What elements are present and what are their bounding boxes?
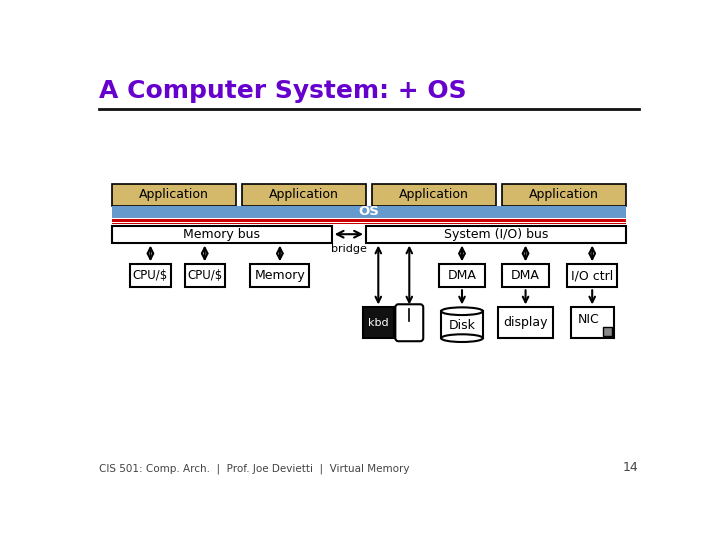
Text: CIS 501: Comp. Arch.  |  Prof. Joe Devietti  |  Virtual Memory: CIS 501: Comp. Arch. | Prof. Joe Deviett… [99, 464, 410, 475]
Bar [438, 264, 485, 287]
Bar [503, 264, 549, 287]
Text: Disk: Disk [449, 319, 475, 332]
Text: Application: Application [529, 188, 599, 201]
Text: kbd: kbd [368, 318, 389, 328]
Text: A Computer System: + OS: A Computer System: + OS [99, 79, 467, 103]
Bar [251, 264, 310, 287]
Bar [242, 184, 366, 206]
Text: DMA: DMA [511, 269, 540, 282]
Text: DMA: DMA [448, 269, 477, 282]
Text: Application: Application [269, 188, 339, 201]
Bar [112, 206, 626, 218]
Bar [372, 184, 496, 206]
Text: bridge: bridge [331, 244, 366, 254]
Bar [112, 222, 626, 224]
Bar [403, 320, 415, 336]
Bar [503, 184, 626, 206]
Bar [567, 264, 617, 287]
Text: I/O ctrl: I/O ctrl [571, 269, 613, 282]
Text: Application: Application [139, 188, 209, 201]
FancyBboxPatch shape [395, 304, 423, 341]
Bar [498, 307, 554, 338]
Text: Memory: Memory [254, 269, 305, 282]
Bar [184, 264, 225, 287]
Bar [112, 226, 332, 242]
Bar [366, 226, 626, 242]
Bar [441, 311, 483, 338]
Text: Memory bus: Memory bus [184, 228, 260, 241]
Text: display: display [503, 316, 548, 329]
Text: Application: Application [399, 188, 469, 201]
Ellipse shape [441, 334, 483, 342]
Text: CPU/$: CPU/$ [187, 269, 222, 282]
Bar [603, 327, 611, 336]
Text: CPU/$: CPU/$ [132, 269, 168, 282]
Bar [112, 184, 235, 206]
Text: OS: OS [359, 205, 379, 218]
Text: System (I/O) bus: System (I/O) bus [444, 228, 549, 241]
Bar [130, 264, 171, 287]
Bar [570, 307, 614, 338]
Ellipse shape [441, 307, 483, 315]
Text: NIC: NIC [578, 313, 600, 326]
Bar [363, 307, 394, 338]
Text: 14: 14 [623, 462, 639, 475]
Bar [112, 219, 626, 222]
